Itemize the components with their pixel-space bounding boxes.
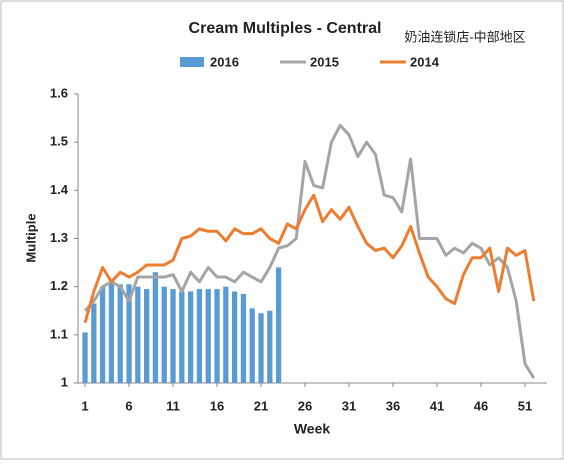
bar — [91, 303, 97, 383]
x-tick-label: 6 — [125, 398, 132, 413]
x-tick-label: 11 — [166, 398, 180, 413]
bar — [214, 289, 220, 383]
legend-label: 2015 — [310, 54, 339, 69]
bar — [135, 286, 141, 383]
x-tick-label: 36 — [386, 398, 400, 413]
bar — [258, 313, 264, 383]
bar — [143, 289, 150, 383]
bar — [231, 291, 238, 383]
bar — [249, 308, 255, 383]
bar — [196, 289, 203, 383]
chart-title: Cream Multiples - Central — [189, 20, 382, 37]
bar — [99, 286, 106, 383]
y-tick-label: 1.6 — [50, 85, 68, 100]
bar — [179, 291, 185, 383]
legend-swatch — [180, 57, 204, 67]
line — [83, 123, 536, 379]
bar — [223, 286, 229, 383]
y-axis-label: Multiple — [23, 213, 38, 262]
y-tick-label: 1.4 — [50, 182, 69, 197]
bar — [267, 310, 273, 383]
bar — [205, 289, 211, 383]
x-axis-label: Week — [294, 421, 331, 437]
y-tick-label: 1.1 — [50, 326, 68, 341]
x-tick-label: 31 — [342, 398, 356, 413]
bar — [187, 291, 194, 383]
line — [83, 193, 536, 324]
annotation: 奶油连锁店-中部地区 — [404, 29, 525, 44]
bar — [161, 286, 167, 383]
bar — [152, 272, 159, 383]
legend-label: 2014 — [410, 54, 440, 69]
x-tick-label: 26 — [298, 398, 312, 413]
x-tick-label: 21 — [254, 398, 268, 413]
bar — [275, 267, 282, 383]
x-tick-label: 41 — [430, 398, 444, 413]
x-tick-label: 16 — [210, 398, 224, 413]
bar — [126, 284, 132, 383]
y-tick-label: 1.2 — [50, 278, 68, 293]
y-tick-label: 1 — [61, 374, 68, 389]
bar — [240, 293, 247, 383]
bar — [170, 289, 176, 383]
y-tick-label: 1.5 — [50, 134, 68, 149]
bar — [108, 281, 115, 383]
x-tick-label: 1 — [81, 398, 88, 413]
y-tick-label: 1.3 — [50, 230, 68, 245]
bar — [117, 284, 123, 383]
x-tick-label: 51 — [518, 398, 532, 413]
x-tick-label: 46 — [474, 398, 488, 413]
bar — [82, 332, 88, 383]
legend-label: 2016 — [210, 54, 239, 69]
